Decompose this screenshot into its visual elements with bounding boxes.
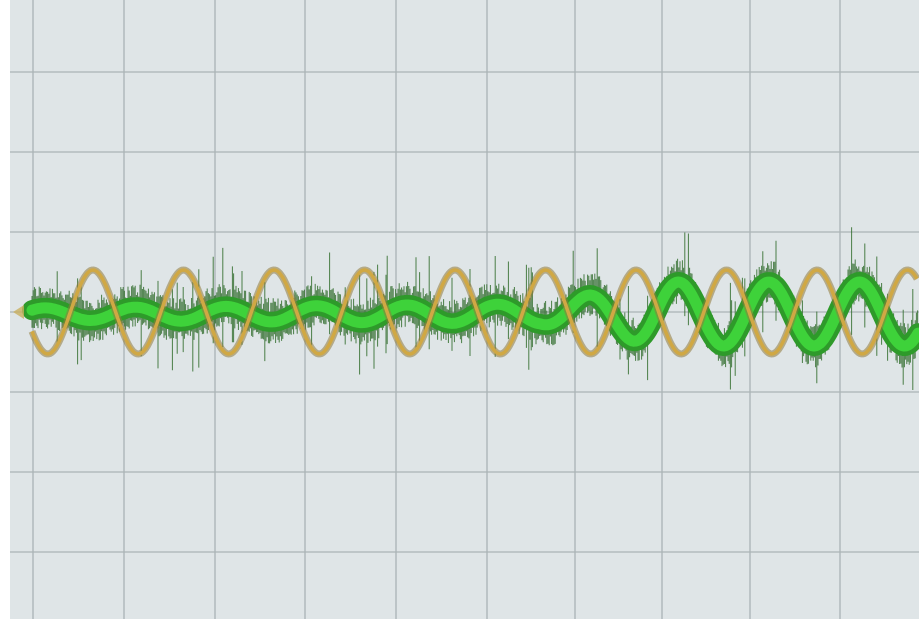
reference-wave <box>30 268 919 356</box>
waveforms <box>13 227 919 390</box>
channel-marker <box>13 305 24 319</box>
